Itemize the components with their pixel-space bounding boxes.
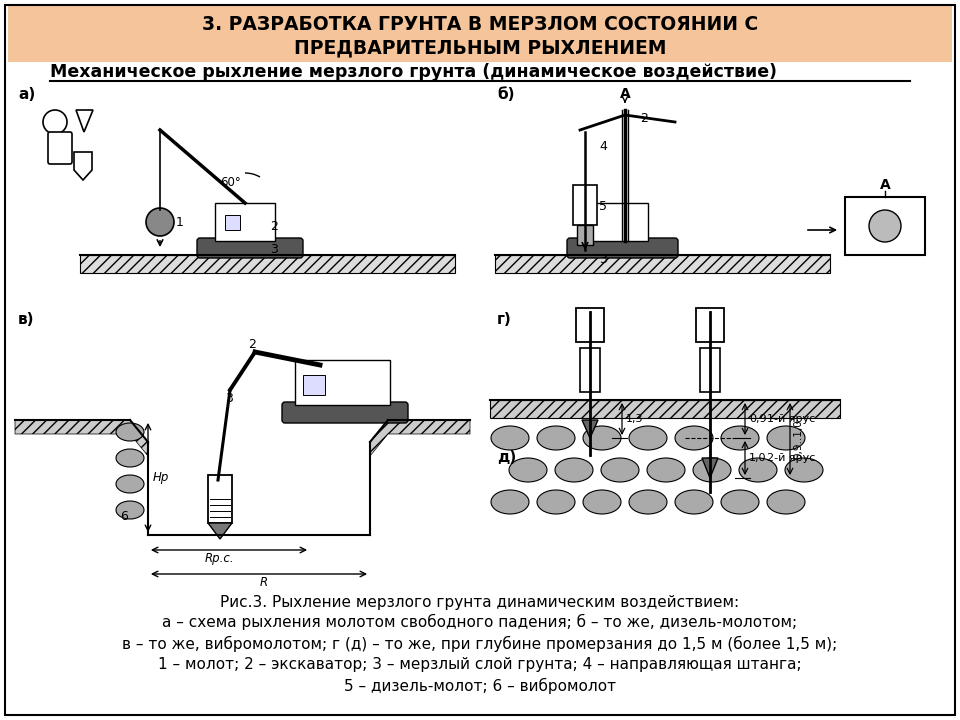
Text: 5: 5 xyxy=(599,200,607,213)
FancyBboxPatch shape xyxy=(8,6,952,62)
FancyBboxPatch shape xyxy=(80,255,455,273)
Text: 3: 3 xyxy=(225,392,233,405)
Text: Нр: Нр xyxy=(153,470,169,484)
Polygon shape xyxy=(15,420,148,456)
Polygon shape xyxy=(702,458,718,478)
Ellipse shape xyxy=(116,501,144,519)
Text: 2: 2 xyxy=(270,220,277,233)
Ellipse shape xyxy=(491,426,529,450)
Polygon shape xyxy=(74,152,92,180)
Text: 5 – дизель-молот; 6 – вибромолот: 5 – дизель-молот; 6 – вибромолот xyxy=(344,678,616,694)
FancyBboxPatch shape xyxy=(583,203,648,241)
Ellipse shape xyxy=(116,475,144,493)
Ellipse shape xyxy=(491,490,529,514)
Ellipse shape xyxy=(869,210,901,242)
Text: 1-й ярус: 1-й ярус xyxy=(767,414,815,424)
FancyBboxPatch shape xyxy=(567,238,678,258)
Text: 0,9: 0,9 xyxy=(749,414,767,424)
Polygon shape xyxy=(370,420,470,456)
Text: д): д) xyxy=(497,450,516,465)
Ellipse shape xyxy=(537,490,575,514)
Ellipse shape xyxy=(675,426,713,450)
Text: Механическое рыхление мерзлого грунта (динамическое воздействие): Механическое рыхление мерзлого грунта (д… xyxy=(50,63,777,81)
Ellipse shape xyxy=(116,423,144,441)
Text: в): в) xyxy=(18,312,35,327)
Polygon shape xyxy=(208,523,232,539)
Ellipse shape xyxy=(601,458,639,482)
Ellipse shape xyxy=(675,490,713,514)
Ellipse shape xyxy=(583,426,621,450)
Text: Rр.с.: Rр.с. xyxy=(205,552,234,565)
Ellipse shape xyxy=(739,458,777,482)
Text: 2: 2 xyxy=(640,112,648,125)
Circle shape xyxy=(146,208,174,236)
FancyBboxPatch shape xyxy=(225,215,240,230)
FancyBboxPatch shape xyxy=(577,225,593,245)
Text: 2-й ярус: 2-й ярус xyxy=(767,453,815,463)
Ellipse shape xyxy=(767,490,805,514)
Text: 1 – молот; 2 – экскаватор; 3 – мерзлый слой грунта; 4 – направляющая штанга;: 1 – молот; 2 – экскаватор; 3 – мерзлый с… xyxy=(158,657,802,672)
FancyBboxPatch shape xyxy=(845,197,925,255)
Ellipse shape xyxy=(629,426,667,450)
Text: ПРЕДВАРИТЕЛЬНЫМ РЫХЛЕНИЕМ: ПРЕДВАРИТЕЛЬНЫМ РЫХЛЕНИЕМ xyxy=(294,38,666,58)
Text: 3. РАЗРАБОТКА ГРУНТА В МЕРЗЛОМ СОСТОЯНИИ С: 3. РАЗРАБОТКА ГРУНТА В МЕРЗЛОМ СОСТОЯНИИ… xyxy=(202,16,758,35)
FancyBboxPatch shape xyxy=(700,348,720,392)
Text: 0,9..1,0: 0,9..1,0 xyxy=(793,419,803,459)
Polygon shape xyxy=(76,110,93,132)
Text: 2: 2 xyxy=(248,338,256,351)
Text: 1: 1 xyxy=(176,215,184,228)
Ellipse shape xyxy=(767,426,805,450)
Text: 1,3: 1,3 xyxy=(626,414,643,424)
Text: б): б) xyxy=(497,87,515,102)
FancyBboxPatch shape xyxy=(197,238,303,258)
Text: А: А xyxy=(879,178,890,192)
Ellipse shape xyxy=(555,458,593,482)
Text: 6: 6 xyxy=(120,510,128,523)
FancyBboxPatch shape xyxy=(573,185,597,225)
Ellipse shape xyxy=(721,426,759,450)
FancyBboxPatch shape xyxy=(495,255,830,273)
Ellipse shape xyxy=(647,458,685,482)
Text: 3: 3 xyxy=(270,243,277,256)
Text: 3: 3 xyxy=(599,253,607,266)
Ellipse shape xyxy=(693,458,731,482)
FancyBboxPatch shape xyxy=(576,308,604,342)
Ellipse shape xyxy=(537,426,575,450)
Text: в – то же, вибромолотом; г (д) – то же, при глубине промерзания до 1,5 м (более : в – то же, вибромолотом; г (д) – то же, … xyxy=(122,636,838,652)
Circle shape xyxy=(43,110,67,134)
FancyBboxPatch shape xyxy=(208,475,232,523)
Text: г): г) xyxy=(497,312,512,327)
Ellipse shape xyxy=(116,449,144,467)
Ellipse shape xyxy=(785,458,823,482)
Text: а): а) xyxy=(18,87,36,102)
FancyBboxPatch shape xyxy=(580,348,600,392)
Ellipse shape xyxy=(629,490,667,514)
Text: 4: 4 xyxy=(599,140,607,153)
Text: Рис.3. Рыхление мерзлого грунта динамическим воздействием:: Рис.3. Рыхление мерзлого грунта динамиче… xyxy=(221,595,739,610)
Ellipse shape xyxy=(721,490,759,514)
Ellipse shape xyxy=(509,458,547,482)
Polygon shape xyxy=(582,420,598,438)
FancyBboxPatch shape xyxy=(48,132,72,164)
Text: 1,0: 1,0 xyxy=(749,453,766,463)
FancyBboxPatch shape xyxy=(282,402,408,423)
Text: а – схема рыхления молотом свободного падения; б – то же, дизель-молотом;: а – схема рыхления молотом свободного па… xyxy=(162,614,798,630)
Text: А: А xyxy=(619,87,631,101)
FancyBboxPatch shape xyxy=(696,308,724,342)
Ellipse shape xyxy=(583,490,621,514)
FancyBboxPatch shape xyxy=(490,400,840,418)
Text: 60°: 60° xyxy=(220,176,241,189)
Text: R: R xyxy=(260,576,268,589)
FancyBboxPatch shape xyxy=(295,360,390,405)
FancyBboxPatch shape xyxy=(215,203,275,241)
FancyBboxPatch shape xyxy=(303,375,325,395)
